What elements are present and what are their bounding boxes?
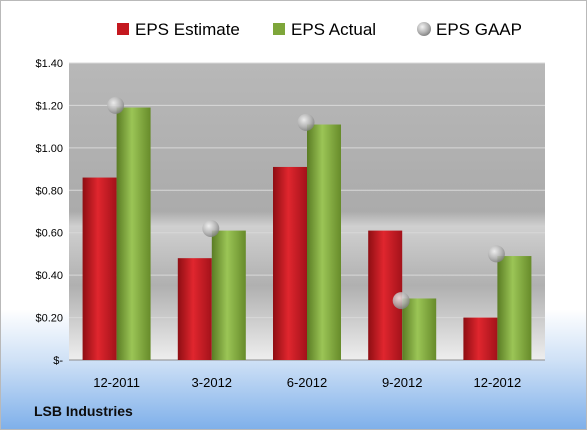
y-tick-label: $0.20	[35, 313, 63, 325]
x-tick-label: 12-2012	[474, 375, 522, 390]
y-tick-label: $-	[53, 355, 63, 367]
company-name: LSB Industries	[34, 403, 133, 419]
legend-label: EPS GAAP	[436, 20, 522, 39]
y-tick-label: $1.00	[35, 143, 63, 155]
y-tick-label: $0.60	[35, 228, 63, 240]
bar-eps-actual	[307, 124, 341, 361]
y-axis-ticks: $- $0.20 $0.40 $0.60 $0.80 $1.00 $1.20 $1.40	[35, 58, 63, 367]
legend-label: EPS Actual	[291, 20, 376, 39]
y-tick-label: $0.80	[35, 185, 63, 197]
legend-swatch	[117, 23, 129, 35]
point-eps-gaap	[297, 113, 315, 131]
bar-eps-estimate	[82, 177, 117, 360]
bar-eps-actual	[116, 107, 151, 360]
legend: EPS Estimate EPS Actual EPS GAAP	[117, 20, 522, 39]
legend-label: EPS Estimate	[135, 20, 240, 39]
bar-eps-estimate	[273, 166, 307, 360]
gaap-points	[107, 96, 505, 310]
point-eps-gaap	[487, 245, 505, 263]
bar-eps-actual	[497, 256, 532, 360]
bar-eps-actual	[211, 230, 246, 360]
y-tick-label: $1.40	[35, 58, 63, 70]
legend-swatch	[417, 22, 431, 36]
bars	[82, 107, 532, 361]
x-axis-ticks: 12-2011 3-2012 6-2012 9-2012 12-2012	[93, 375, 521, 390]
y-tick-label: $0.40	[35, 270, 63, 282]
bar-eps-estimate	[177, 258, 212, 360]
bar-eps-estimate	[463, 317, 498, 360]
x-tick-label: 9-2012	[382, 375, 422, 390]
y-tick-label: $1.20	[35, 100, 63, 112]
legend-swatch	[273, 23, 285, 35]
x-tick-label: 3-2012	[192, 375, 232, 390]
x-tick-label: 6-2012	[287, 375, 327, 390]
point-eps-gaap	[107, 96, 125, 114]
bar-eps-actual	[402, 298, 437, 360]
point-eps-gaap	[392, 292, 410, 310]
x-tick-label: 12-2011	[93, 375, 140, 390]
point-eps-gaap	[202, 219, 220, 237]
